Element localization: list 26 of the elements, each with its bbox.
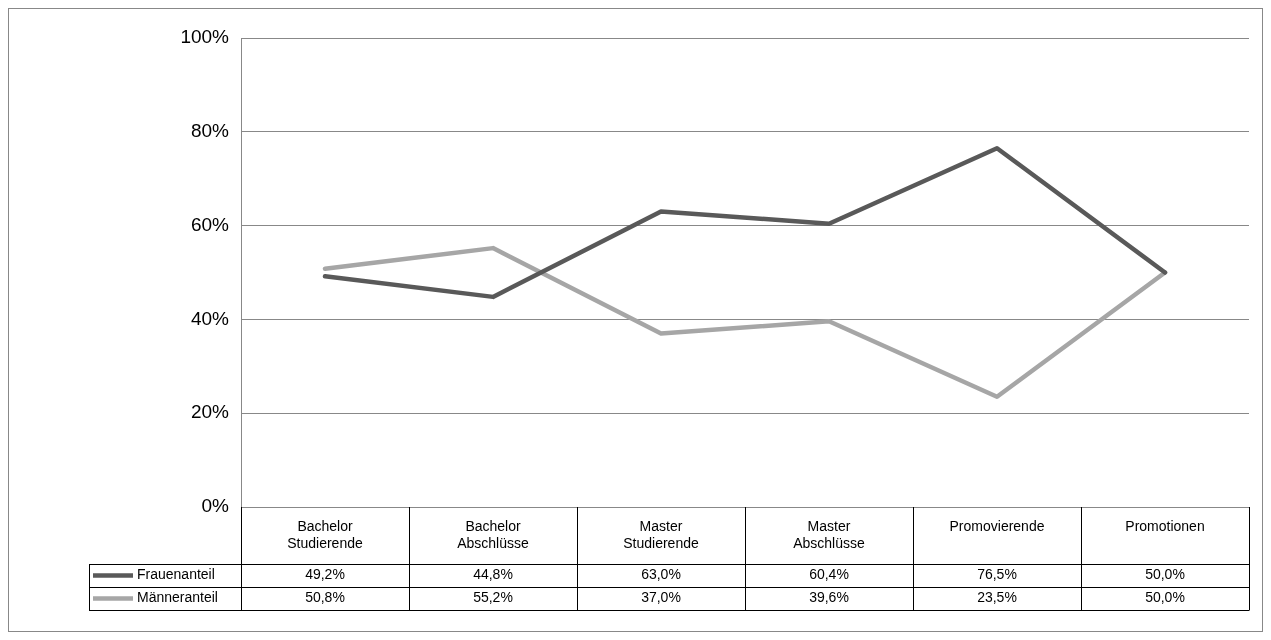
data-label: 23,5% (977, 589, 1017, 606)
data-label: 50,8% (305, 589, 345, 606)
x-tick-label: Master Abschlüsse (793, 518, 866, 552)
data-label: 60,4% (809, 566, 849, 583)
y-tick-label: 40% (190, 307, 230, 329)
y-tick-label: 60% (190, 213, 230, 235)
data-label: 63,0% (641, 566, 681, 583)
y-tick-label: 0% (201, 495, 230, 517)
data-label: 76,5% (977, 566, 1017, 583)
data-label: 50,0% (1145, 566, 1185, 583)
y-tick-label: 20% (190, 401, 230, 423)
data-label: 44,8% (473, 566, 513, 583)
x-tick-label: Promovierende (949, 518, 1045, 535)
data-label: 55,2% (473, 589, 513, 606)
data-label: 49,2% (305, 566, 345, 583)
x-tick-label: Master Studierende (623, 518, 699, 552)
x-tick-label: Bachelor Studierende (287, 518, 363, 552)
data-label: 50,0% (1145, 589, 1185, 606)
legend-label: Frauenanteil (137, 566, 215, 583)
y-tick-label: 80% (190, 120, 230, 142)
x-tick-label: Bachelor Abschlüsse (457, 518, 530, 552)
data-label: 39,6% (809, 589, 849, 606)
x-tick-label: Promotionen (1125, 518, 1205, 535)
legend-label: Männeranteil (137, 589, 218, 606)
data-label: 37,0% (641, 589, 681, 606)
y-tick-label: 100% (180, 26, 230, 48)
